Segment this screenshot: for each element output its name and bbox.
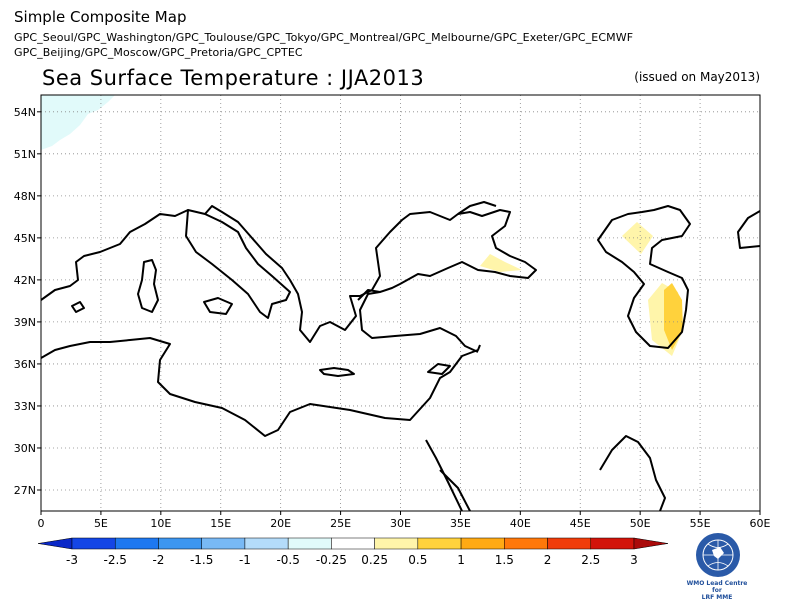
colorbar-segment <box>331 537 375 550</box>
lat-tick-label: 30N <box>14 442 36 455</box>
issued-date: (issued on May2013) <box>634 70 760 84</box>
colorbar-label: -1 <box>239 553 251 567</box>
colorbar <box>37 537 669 550</box>
longitude-tick-labels: 0 5E 10E 15E 20E 25E 30E 35E 40E 45E 50E 55E 60E <box>38 511 771 530</box>
colorbar-label: -2 <box>152 553 164 567</box>
colorbar-label: 1.5 <box>495 553 514 567</box>
colorbar-segment <box>114 537 159 550</box>
lat-lon-gridlines <box>41 95 760 511</box>
lon-tick-label: 15E <box>210 517 231 530</box>
lat-tick-label: 48N <box>14 190 36 203</box>
colorbar-segment <box>287 537 332 550</box>
colorbar-label: -0.5 <box>276 553 299 567</box>
lon-tick-label: 55E <box>690 517 711 530</box>
gpc-centers-line-1: GPC_Seoul/GPC_Washington/GPC_Toulouse/GP… <box>14 31 634 44</box>
lat-tick-label: 51N <box>14 148 36 161</box>
lat-tick-label: 33N <box>14 400 36 413</box>
colorbar-segment <box>374 537 419 550</box>
colorbar-segment <box>71 537 116 550</box>
composite-map-title: Simple Composite Map <box>14 8 187 26</box>
lon-tick-label: 10E <box>150 517 171 530</box>
colorbar-segment <box>547 537 592 550</box>
colorbar-label: 3 <box>630 553 638 567</box>
lat-tick-label: 39N <box>14 316 36 329</box>
lon-tick-label: 25E <box>330 517 351 530</box>
colorbar-label: 0.25 <box>361 553 388 567</box>
lon-tick-label: 30E <box>390 517 411 530</box>
map-title: Sea Surface Temperature : JJA2013 <box>42 66 425 90</box>
colorbar-segment <box>460 537 505 550</box>
lon-tick-label: 35E <box>450 517 471 530</box>
colorbar-segment <box>244 537 289 550</box>
lat-tick-label: 54N <box>14 106 36 119</box>
lat-tick-label: 27N <box>14 484 36 497</box>
lon-tick-label: 20E <box>270 517 291 530</box>
wmo-logo-caption: WMO Lead Centre for LRF MME <box>686 580 748 601</box>
lon-tick-label: 45E <box>570 517 591 530</box>
colorbar-segment <box>158 537 202 550</box>
colorbar-min-arrow <box>37 537 73 550</box>
colorbar-label: 2.5 <box>581 553 600 567</box>
gpc-centers-line-2: GPC_Beijing/GPC_Moscow/GPC_Pretoria/GPC_… <box>14 46 303 59</box>
lon-tick-label: 60E <box>750 517 771 530</box>
colorbar-max-arrow <box>633 537 669 550</box>
warm-anomaly-core-caspian <box>664 283 683 350</box>
coastlines <box>41 201 760 511</box>
colorbar-label: -2.5 <box>104 553 127 567</box>
colorbar-segment <box>201 537 246 550</box>
lon-tick-label: 50E <box>630 517 651 530</box>
map-plot-area <box>41 95 760 511</box>
colorbar-segment <box>590 537 635 550</box>
lat-tick-label: 45N <box>14 232 36 245</box>
lon-tick-label: 40E <box>510 517 531 530</box>
cool-anomaly-shade-atlantic <box>41 95 115 150</box>
lon-tick-label: 0 <box>38 517 45 530</box>
colorbar-label: -1.5 <box>190 553 213 567</box>
colorbar-segment <box>417 537 462 550</box>
latitude-tick-labels: 54N 51N 48N 45N 42N 39N 36N 33N 30N 27N <box>14 106 41 497</box>
colorbar-segment <box>504 537 548 550</box>
colorbar-label: -3 <box>66 553 78 567</box>
lat-tick-label: 36N <box>14 358 36 371</box>
warm-anomaly-shade-black-sea <box>480 254 522 272</box>
colorbar-labels: -3 -2.5 -2 -1.5 -1 -0.5 -0.25 0.25 0.5 1 1.5 2 2.5 3 <box>66 553 638 567</box>
colorbar-label: 1 <box>457 553 465 567</box>
colorbar-label: -0.25 <box>316 553 347 567</box>
wmo-logo <box>696 533 740 577</box>
colorbar-label: 0.5 <box>408 553 427 567</box>
colorbar-label: 2 <box>544 553 552 567</box>
lon-tick-label: 5E <box>94 517 108 530</box>
lat-tick-label: 42N <box>14 274 36 287</box>
